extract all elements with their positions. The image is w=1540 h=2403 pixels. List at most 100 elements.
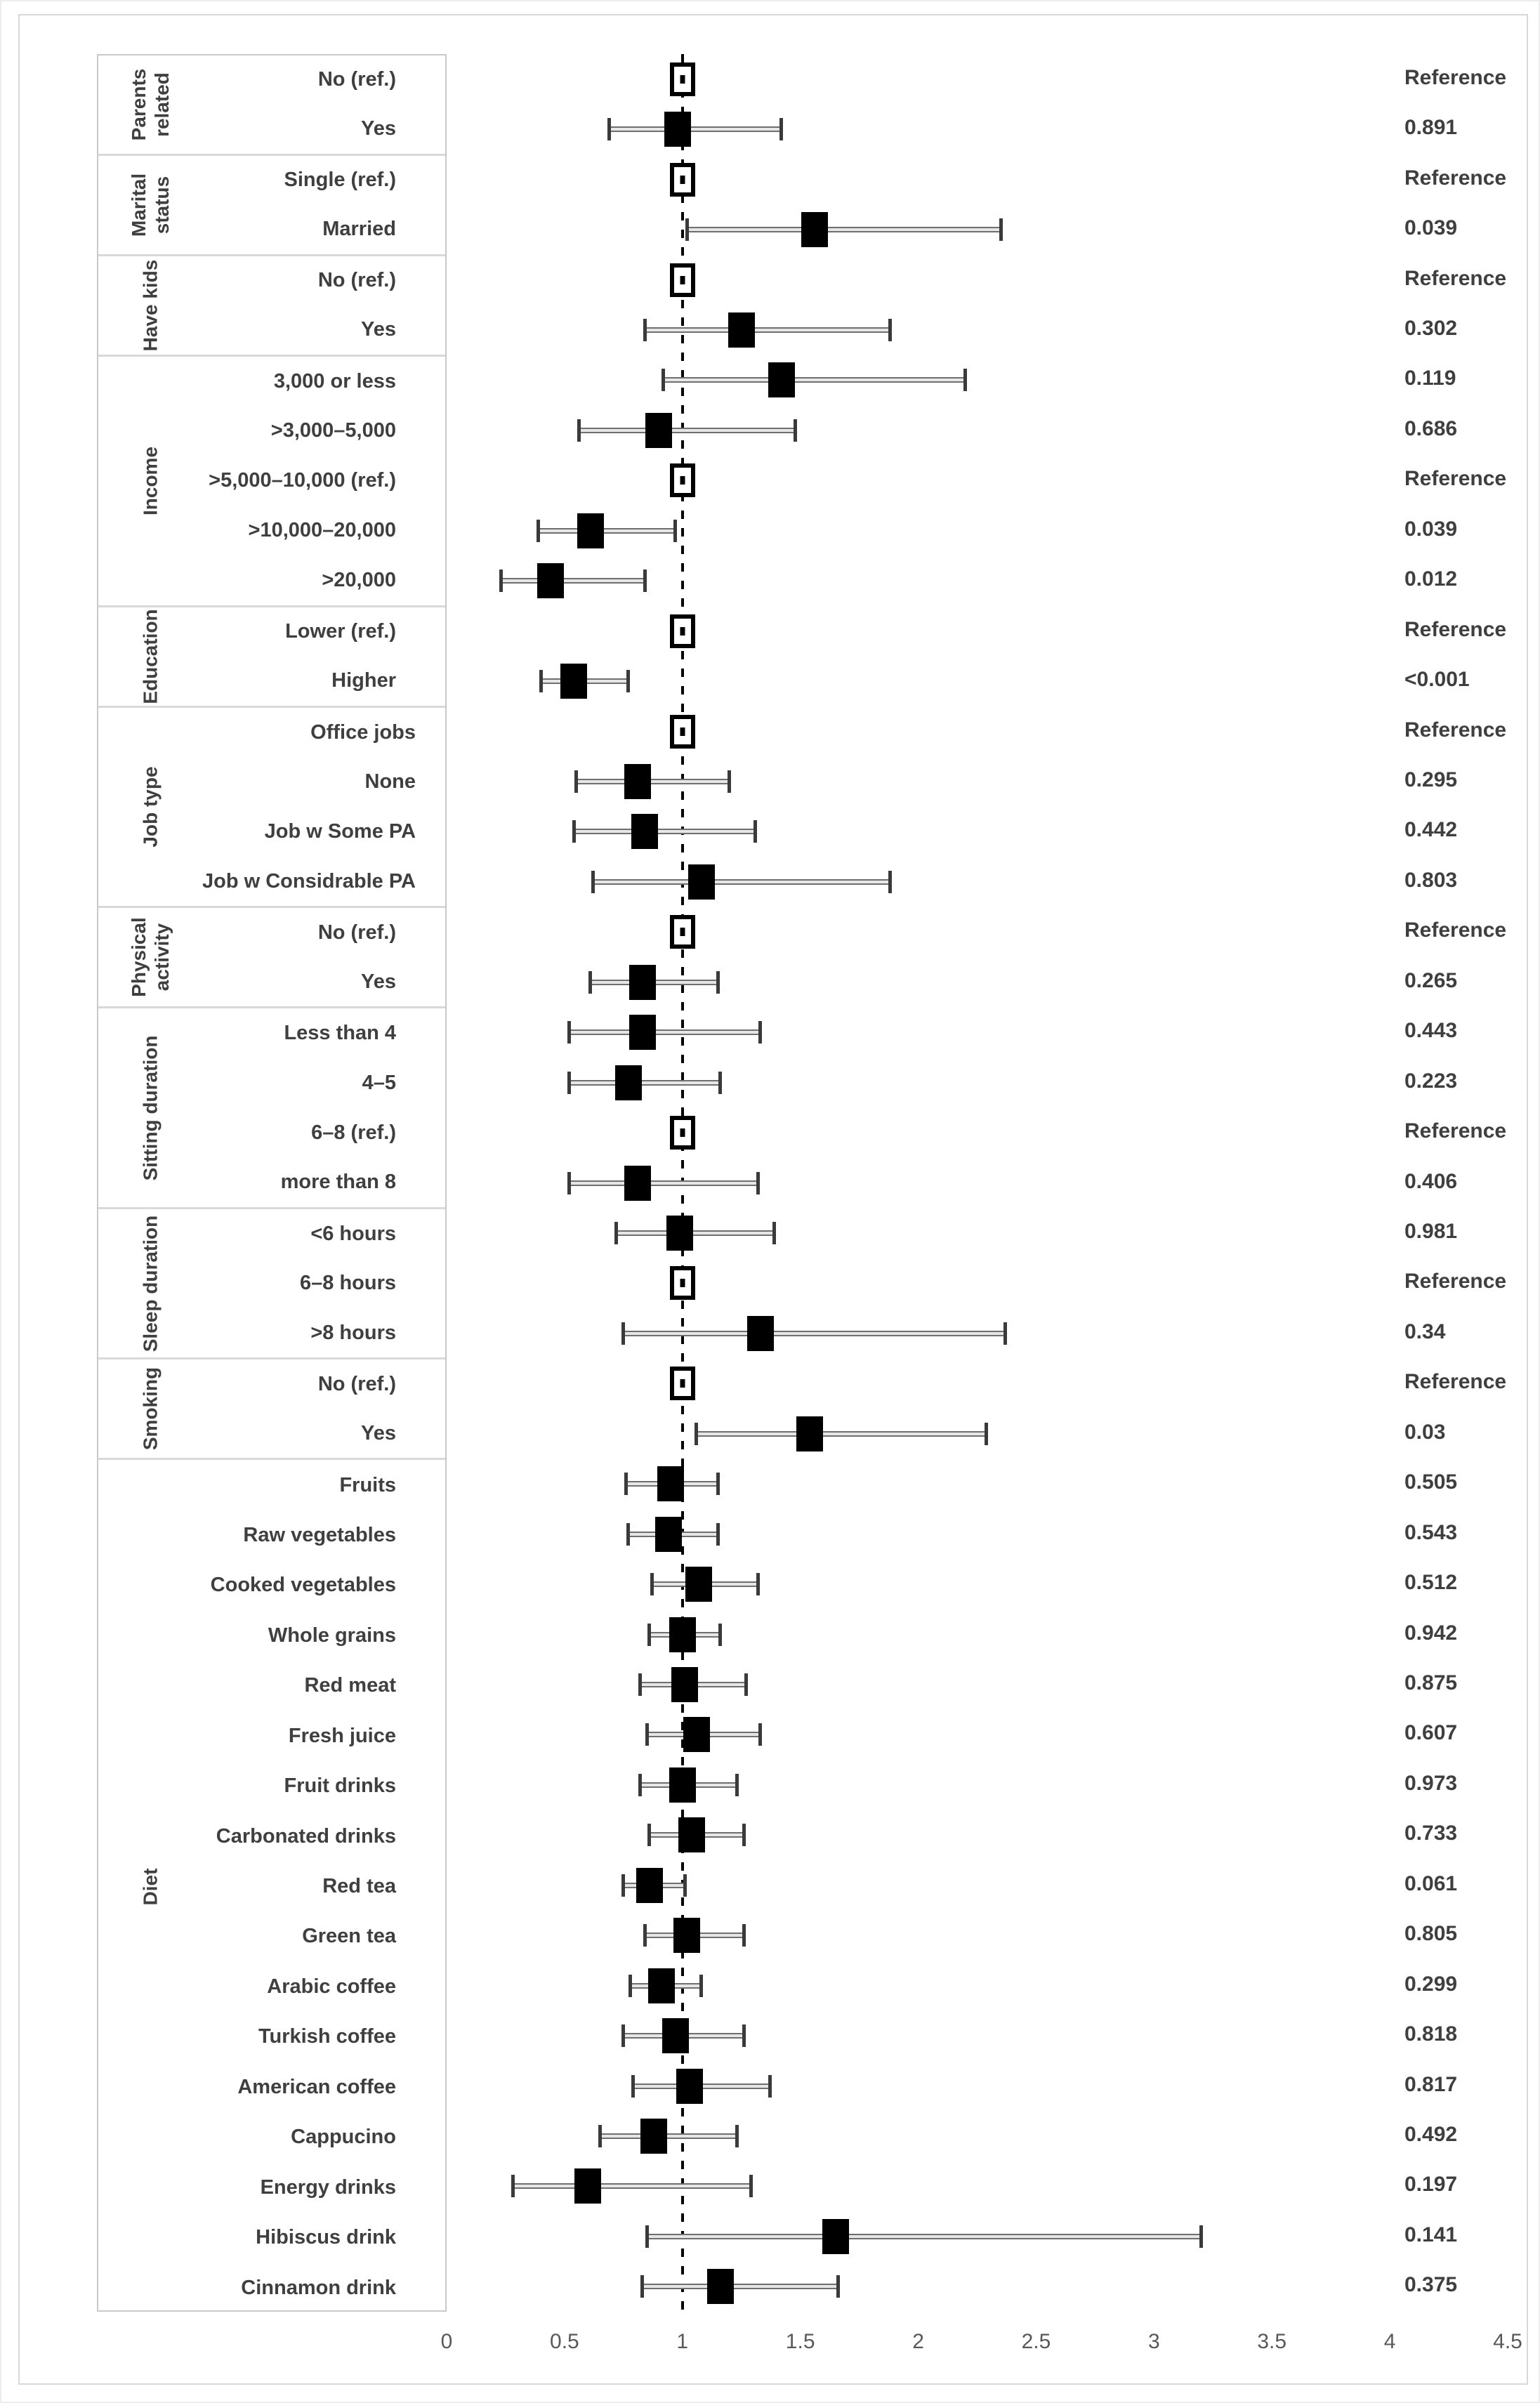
or-marker (537, 563, 564, 599)
or-marker (673, 1918, 701, 1954)
ci-endcap (624, 1473, 628, 1496)
p-value: 0.141 (1404, 2223, 1458, 2246)
p-value: Reference (1404, 1370, 1507, 1394)
row-label: more than 8 (280, 1171, 396, 1194)
row-label: None (364, 770, 416, 794)
row-label: Lower (ref.) (285, 620, 396, 643)
row-label: Red meat (304, 1674, 396, 1697)
ci-whisker (600, 2133, 737, 2139)
ci-endcap (756, 1171, 760, 1194)
or-marker (645, 412, 673, 448)
group-parents-related: Parents related No (ref.) Yes (98, 55, 445, 156)
ci-endcap (537, 519, 541, 542)
ci-endcap (626, 1522, 631, 1546)
reference-marker (669, 263, 695, 297)
row-label: Yes (361, 318, 396, 341)
group-rows: Less than 4 4–5 6–8 (ref.) more than 8 (202, 1008, 445, 1207)
p-value: 0.012 (1404, 567, 1458, 591)
group-rows: No (ref.) Yes (202, 55, 445, 154)
ci-endcap (779, 118, 784, 141)
x-tick-label: 4.5 (1493, 2330, 1522, 2353)
ci-endcap (742, 2025, 746, 2048)
p-value: 0.061 (1404, 1871, 1458, 1895)
row-label: Yes (361, 970, 396, 993)
or-marker (685, 1567, 713, 1602)
row-label: 3,000 or less (273, 369, 396, 393)
ci-endcap (640, 2275, 645, 2298)
ci-endcap (768, 2074, 772, 2098)
x-tick-label: 1 (676, 2330, 689, 2353)
reference-marker-dot (680, 74, 685, 84)
p-value: 0.733 (1404, 1822, 1458, 1845)
p-value: 0.295 (1404, 768, 1458, 791)
reference-marker-dot (680, 727, 685, 736)
group-rows: No (ref.) Yes (202, 908, 445, 1006)
p-value: 0.299 (1404, 1972, 1458, 1996)
ci-endcap (626, 670, 631, 693)
row-label: Cinnamon drink (241, 2276, 396, 2299)
p-value: 0.302 (1404, 316, 1458, 340)
ci-endcap (499, 570, 503, 593)
ci-endcap (628, 1974, 633, 1997)
ci-endcap (511, 2175, 515, 2198)
ci-whisker (569, 1029, 761, 1036)
row-label: >10,000–20,000 (248, 519, 396, 542)
or-marker (640, 2118, 668, 2154)
ci-endcap (647, 1623, 652, 1646)
p-value: 0.039 (1404, 517, 1458, 541)
or-marker (624, 1165, 651, 1201)
ci-whisker (647, 2233, 1202, 2239)
p-value: 0.512 (1404, 1571, 1458, 1595)
ci-whisker (569, 1180, 758, 1186)
reference-marker (669, 1367, 695, 1401)
row-label: Cooked vegetables (210, 1574, 396, 1597)
row-label: Fresh juice (288, 1724, 396, 1747)
p-value: 0.34 (1404, 1319, 1446, 1343)
row-label: Carbonated drinks (216, 1824, 396, 1848)
row-label: Raw vegetables (243, 1523, 396, 1546)
x-tick-label: 2.5 (1021, 2330, 1051, 2353)
ci-endcap (598, 2124, 602, 2147)
or-marker (574, 2168, 602, 2204)
row-label: >8 hours (310, 1321, 396, 1344)
p-value: 0.891 (1404, 116, 1458, 140)
or-marker (671, 1666, 699, 1702)
or-marker (657, 1466, 684, 1502)
or-marker (746, 1315, 774, 1351)
ci-endcap (999, 218, 1003, 242)
p-value: 0.03 (1404, 1420, 1446, 1444)
ci-endcap (685, 218, 689, 242)
p-value: 0.406 (1404, 1169, 1458, 1193)
or-marker (669, 1617, 696, 1652)
reference-marker-dot (680, 275, 685, 284)
p-value: Reference (1404, 467, 1507, 491)
or-marker (631, 814, 659, 850)
or-marker (801, 212, 828, 248)
or-marker (676, 2068, 703, 2104)
row-label: Less than 4 (284, 1022, 396, 1045)
group-rows: 3,000 or less >3,000–5,000 >5,000–10,000 (… (202, 357, 445, 605)
ci-endcap (631, 2074, 635, 2098)
ci-whisker (501, 578, 645, 584)
p-value: Reference (1404, 919, 1507, 942)
or-marker (822, 2218, 850, 2254)
p-value: 0.686 (1404, 416, 1458, 440)
figure-border (18, 14, 1528, 2385)
group-education: Education Lower (ref.) Higher (98, 607, 445, 708)
reference-marker (669, 614, 695, 648)
group-rows: Office jobs None Job w Some PA Job w Consid… (202, 708, 445, 907)
p-value: 0.818 (1404, 2022, 1458, 2046)
p-value: 0.039 (1404, 216, 1458, 240)
row-label: Fruits (339, 1473, 396, 1496)
ci-endcap (742, 1824, 746, 1847)
row-label: Green tea (302, 1925, 396, 1948)
reference-marker-dot (680, 1128, 685, 1138)
group-rows: Lower (ref.) Higher (202, 607, 445, 706)
ci-endcap (758, 1723, 763, 1746)
x-tick-label: 4 (1383, 2330, 1396, 2353)
p-value: 0.981 (1404, 1219, 1458, 1243)
row-label: >3,000–5,000 (270, 419, 396, 442)
ci-endcap (728, 770, 732, 793)
